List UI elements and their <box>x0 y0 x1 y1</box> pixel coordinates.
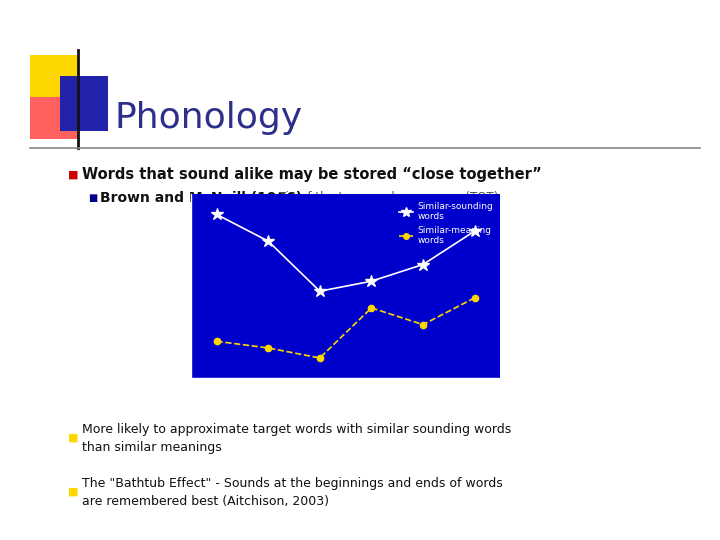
Text: ■: ■ <box>88 193 97 203</box>
Bar <box>60 76 108 131</box>
Text: Tip of the tongue phenomenon (TOT): Tip of the tongue phenomenon (TOT) <box>275 192 498 205</box>
Text: Phonology: Phonology <box>115 101 303 135</box>
Text: Word
beginning: Word beginning <box>265 355 313 376</box>
Text: ■: ■ <box>68 170 78 180</box>
Bar <box>30 55 78 97</box>
Y-axis label: % of matches: % of matches <box>157 253 166 320</box>
Text: The "Bathtub Effect" - Sounds at the beginnings and ends of words
are remembered: The "Bathtub Effect" - Sounds at the beg… <box>82 476 503 508</box>
Bar <box>30 97 78 139</box>
Text: Letters at: Letters at <box>192 358 239 368</box>
Text: ■: ■ <box>68 487 78 497</box>
Text: Brown and McNeill (1966): Brown and McNeill (1966) <box>100 191 302 205</box>
Text: More likely to approximate target words with similar sounding words
than similar: More likely to approximate target words … <box>82 422 511 454</box>
Text: ■: ■ <box>68 433 78 443</box>
Text: Words that sound alike may be stored “close together”: Words that sound alike may be stored “cl… <box>82 167 541 183</box>
Text: Word
end: Word end <box>377 355 402 376</box>
Legend: Similar-sounding
words, Similar-meaning
words: Similar-sounding words, Similar-meaning … <box>397 199 496 248</box>
